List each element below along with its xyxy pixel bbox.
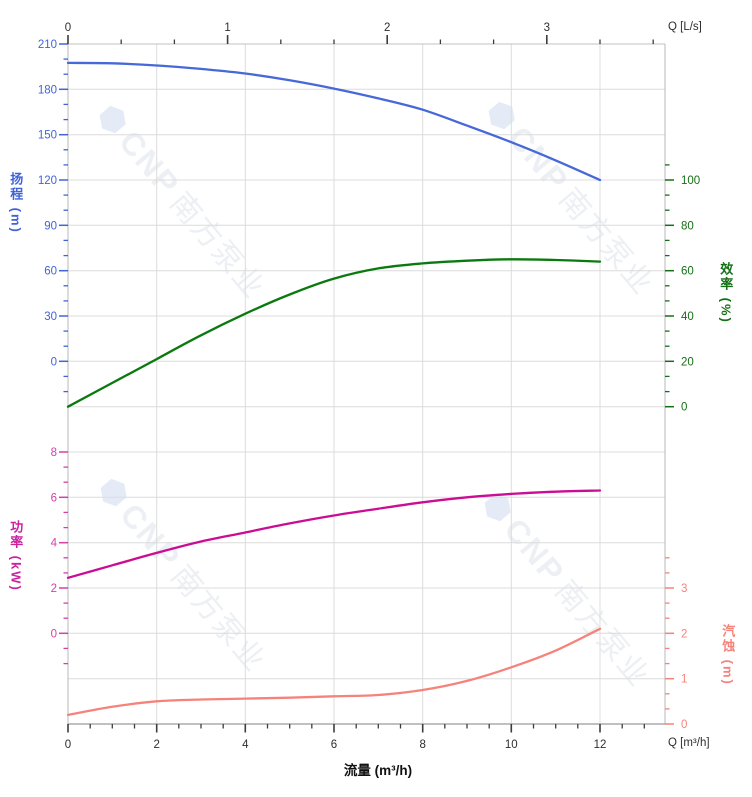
bottom-axis-unit-label: Q [m³/h] bbox=[668, 737, 710, 749]
svg-text:1: 1 bbox=[224, 22, 230, 34]
head-axis: 0 30 60 90 120 150 180 210 bbox=[38, 39, 68, 393]
svg-text:3: 3 bbox=[544, 22, 550, 34]
svg-text:8: 8 bbox=[419, 739, 425, 751]
svg-text:0: 0 bbox=[51, 628, 57, 640]
svg-text:0: 0 bbox=[51, 356, 57, 368]
svg-text:60: 60 bbox=[681, 266, 694, 278]
svg-text:4: 4 bbox=[51, 538, 58, 550]
svg-text:90: 90 bbox=[44, 220, 57, 232]
efficiency-curve bbox=[66, 258, 602, 408]
svg-text:6: 6 bbox=[51, 492, 57, 504]
svg-text:30: 30 bbox=[44, 311, 57, 323]
svg-text:40: 40 bbox=[681, 311, 694, 323]
svg-text:10: 10 bbox=[505, 739, 518, 751]
svg-text:100: 100 bbox=[681, 175, 700, 187]
svg-text:0: 0 bbox=[65, 22, 71, 34]
efficiency-axis: 0 20 40 60 80 100 bbox=[665, 164, 700, 414]
svg-text:150: 150 bbox=[38, 130, 57, 142]
svg-text:3: 3 bbox=[681, 583, 687, 595]
svg-text:6: 6 bbox=[331, 739, 337, 751]
svg-text:8: 8 bbox=[51, 447, 57, 459]
plot-border bbox=[67, 43, 666, 725]
svg-text:12: 12 bbox=[594, 739, 607, 751]
curves bbox=[66, 61, 602, 717]
svg-text:20: 20 bbox=[681, 356, 694, 368]
npsh-axis: 0 1 2 3 bbox=[665, 557, 687, 731]
bottom-axis: 0 2 4 6 8 10 12 bbox=[65, 724, 645, 751]
npsh-axis-title: 汽蚀 (m) bbox=[720, 624, 736, 686]
svg-text:0: 0 bbox=[65, 739, 71, 751]
svg-text:4: 4 bbox=[242, 739, 249, 751]
power-axis-title: 功率 (kW) bbox=[8, 520, 24, 592]
svg-text:2: 2 bbox=[681, 628, 687, 640]
svg-text:0: 0 bbox=[681, 719, 687, 731]
svg-text:60: 60 bbox=[44, 266, 57, 278]
svg-text:1: 1 bbox=[681, 674, 687, 686]
efficiency-axis-title: 效率 (%) bbox=[718, 262, 734, 324]
head-curve bbox=[66, 61, 602, 182]
svg-text:210: 210 bbox=[38, 39, 57, 51]
svg-text:180: 180 bbox=[38, 84, 57, 96]
svg-text:2: 2 bbox=[153, 739, 159, 751]
svg-text:80: 80 bbox=[681, 220, 694, 232]
top-axis: 0 1 2 3 bbox=[65, 22, 654, 44]
top-axis-unit-label: Q [L/s] bbox=[668, 21, 702, 33]
x-axis-title: 流量 (m³/h) bbox=[343, 763, 413, 778]
svg-text:2: 2 bbox=[51, 583, 57, 595]
svg-text:2: 2 bbox=[384, 22, 390, 34]
svg-text:0: 0 bbox=[681, 402, 687, 414]
head-axis-title: 扬程 (m) bbox=[8, 172, 24, 234]
grid bbox=[68, 44, 665, 724]
power-curve bbox=[66, 489, 602, 579]
npsh-curve bbox=[66, 627, 602, 717]
power-axis: 0 2 4 6 8 bbox=[51, 447, 68, 665]
svg-text:120: 120 bbox=[38, 175, 57, 187]
